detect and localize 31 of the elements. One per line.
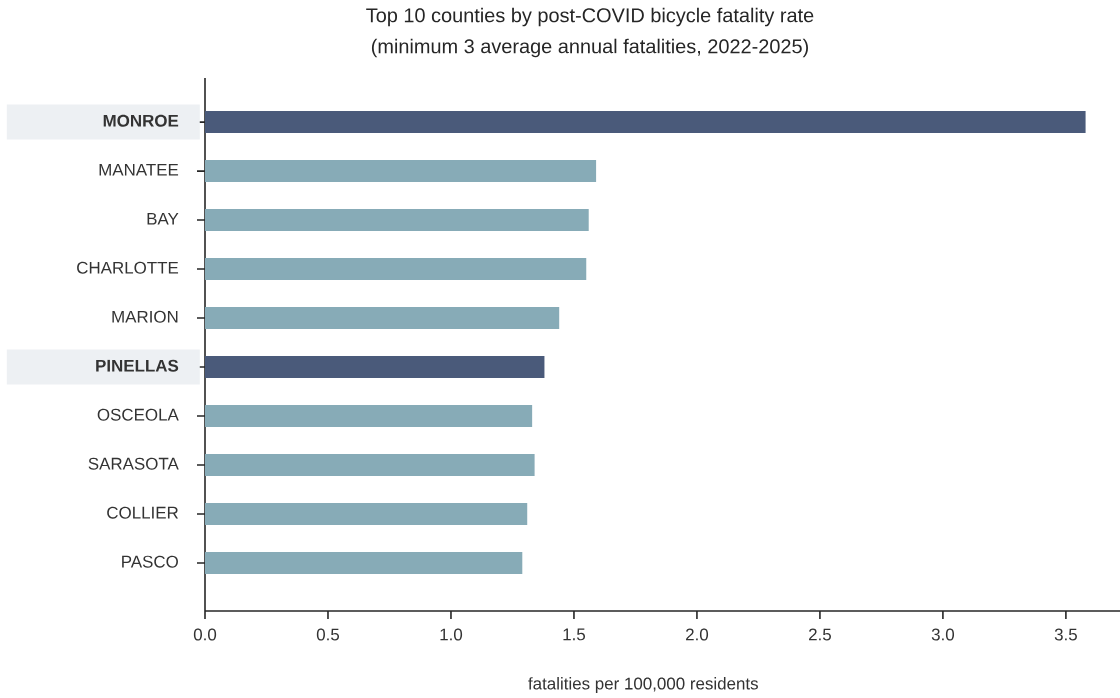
x-tick-label: 3.0 — [931, 628, 955, 641]
x-tick-label: 2.5 — [809, 628, 831, 641]
bar — [205, 209, 589, 232]
y-tick-label: PASCO — [122, 555, 178, 568]
x-tick-label: 2.0 — [686, 628, 709, 641]
bar — [205, 258, 587, 281]
x-tick-label: 0.5 — [316, 628, 340, 641]
bar — [205, 405, 533, 428]
y-tick-label: MANATEE — [99, 163, 179, 176]
bar — [205, 307, 560, 330]
x-tick-label: 3.5 — [1054, 628, 1077, 641]
bar — [205, 160, 597, 183]
bar — [205, 111, 1086, 134]
x-axis-title: fatalities per 100,000 residents — [528, 677, 758, 693]
chart-title: Top 10 counties by post-COVID bicycle fatality rate — [366, 7, 814, 27]
x-tick-label: 1.5 — [563, 628, 586, 641]
x-tick-label: 0.0 — [193, 628, 217, 641]
y-tick-label: BAY — [147, 212, 179, 225]
y-tick-label: MONROE — [103, 114, 179, 127]
chart-subtitle: (minimum 3 average annual fatalities, 2022-2025) — [371, 38, 808, 58]
x-tick-label: 1.0 — [440, 628, 463, 641]
bar — [205, 551, 523, 575]
y-tick-label: MARION — [112, 310, 178, 323]
bar — [205, 356, 545, 379]
y-tick-label: CHARLOTTE — [77, 261, 179, 274]
y-tick-label: COLLIER — [107, 506, 179, 519]
bar — [205, 454, 535, 477]
y-tick-label: SARASOTA — [88, 457, 179, 470]
y-tick-label: OSCEOLA — [97, 408, 179, 421]
y-tick-label: PINELLAS — [96, 359, 179, 372]
bar — [205, 502, 528, 526]
